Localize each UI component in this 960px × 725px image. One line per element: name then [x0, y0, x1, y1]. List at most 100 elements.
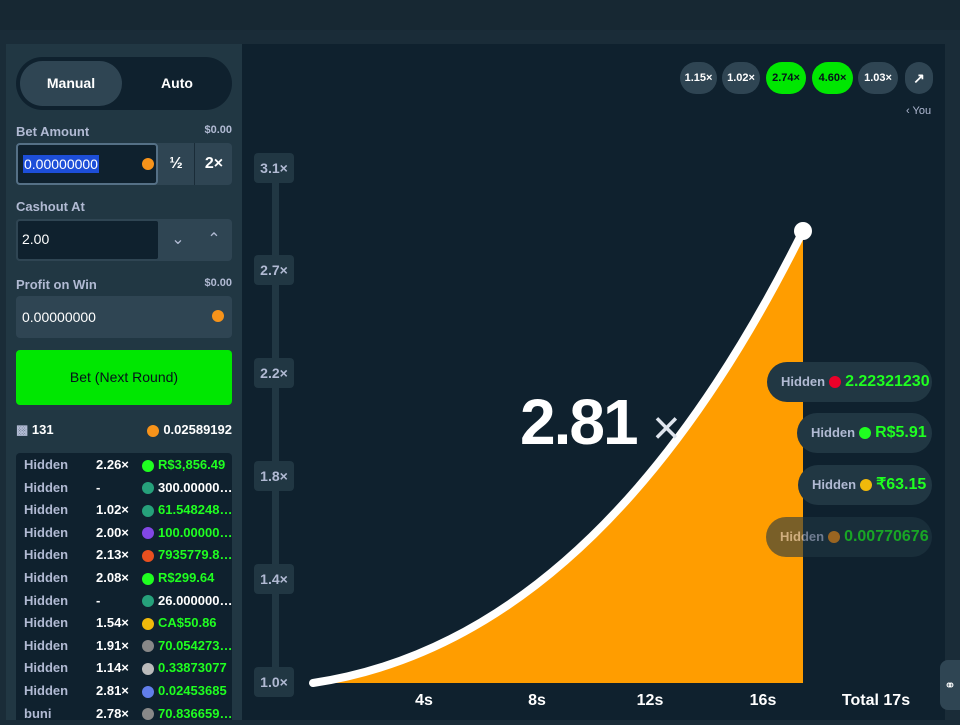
amount: 300.00000… [158, 479, 233, 495]
amount: ₹63.15 [876, 476, 927, 493]
coin-icon [142, 662, 154, 675]
input-value: 0.00000000 [23, 155, 99, 173]
player-list: Hidden 2.26× R$3,856.49 Hidden -300.00000… Hi… [16, 453, 232, 721]
coin-icon [859, 426, 872, 439]
multiplier: 2.81 × [520, 385, 680, 459]
player-mult: 2.78× [96, 705, 129, 721]
history-pill[interactable]: 2.74× [766, 62, 806, 94]
player-mult: 2.08× [96, 570, 129, 585]
x-label: 12s [636, 692, 664, 709]
you-label: ‹ You [906, 105, 932, 117]
player-mult: 1.14× [96, 660, 129, 676]
coin-icon [142, 595, 154, 608]
profit-field: 0.00000000 [16, 296, 232, 338]
half-button[interactable]: ½ [169, 155, 183, 172]
coin-icon [142, 459, 154, 472]
player-mult: 2.00× [96, 524, 129, 540]
x-label: 4s [415, 692, 433, 709]
total-bet: 0.02589192 [147, 422, 232, 437]
player-row: Hidden - 26.000000… [24, 590, 232, 612]
cashout-amount: R$5.91 [859, 424, 927, 441]
cashout-pill: Hidden 2.22321230 [767, 362, 932, 402]
cashout-pill: Hidden ₹63.15 [798, 465, 932, 505]
support-button[interactable]: ⚭ [940, 660, 960, 710]
history-pill[interactable]: 1.15× [680, 62, 717, 94]
player-name: Hidden [24, 502, 69, 518]
player-row: Hidden 2.13× 7935779.8… [24, 544, 232, 566]
player-row: Hidden 2.00× 100.00000… [24, 522, 232, 544]
y-track [272, 155, 279, 690]
player-amount: 100.00000… [142, 522, 232, 544]
curve [309, 227, 807, 687]
tab[interactable]: Auto [161, 75, 193, 91]
player-name: Hidden [24, 479, 69, 495]
player-row: Hidden 2.08× R$299.64 [24, 567, 228, 589]
amount: R$299.64 [158, 570, 215, 585]
bet-input[interactable]: 0.00000000 [16, 143, 158, 185]
player-mult: 1.02× [96, 502, 129, 518]
tab-bar: Manual Auto [16, 57, 232, 110]
stats-button[interactable]: ↗ [905, 62, 933, 94]
player-name: Hidden [781, 374, 826, 389]
history-pill[interactable]: 1.03× [858, 62, 898, 94]
coin-icon [142, 504, 154, 517]
player-mult: 1.54× [96, 615, 129, 631]
player-amount: 0.33873077 [142, 657, 227, 679]
player-amount: 300.00000… [142, 477, 232, 499]
player-row: Hidden 1.91× 70.054273… [24, 635, 232, 657]
btc-icon [212, 310, 224, 322]
player-name: Hidden [24, 524, 69, 540]
amount: R$3,856.49 [158, 457, 226, 472]
amount: 61.548248… [158, 502, 233, 518]
value: 2.81 [520, 386, 639, 458]
cashout-wrap: 2.00 ⌄ ⌃ [16, 219, 232, 261]
coin-icon [142, 640, 154, 653]
player-amount: 61.548248… [142, 499, 232, 521]
coin-icon [860, 478, 873, 491]
up-button[interactable]: ⌃ [207, 231, 221, 248]
double-button[interactable]: 2× [194, 143, 233, 185]
coin-icon [142, 685, 154, 698]
player-mult: 2.13× [96, 547, 129, 563]
btc-icon [147, 424, 160, 437]
player-amount: 0.02453685 [142, 680, 227, 702]
history-pill[interactable]: 4.60× [812, 62, 853, 94]
player-row: Hidden 1.54× CA$50.86 [24, 612, 228, 634]
total-time: Total 17s [841, 692, 911, 709]
area [313, 231, 803, 683]
label: Profit on Win [16, 277, 97, 292]
player-count: ▩ 131 [16, 422, 54, 437]
amount: 0.02453685 [158, 683, 227, 698]
history-pill[interactable]: 1.02× [722, 62, 760, 94]
player-name: Hidden [24, 547, 69, 563]
btc-icon [142, 158, 154, 170]
player-name: Hidden [812, 477, 857, 492]
player-amount: 70.836659… [142, 703, 232, 725]
amount: 70.054273… [158, 637, 233, 653]
down-button[interactable]: ⌄ [171, 231, 185, 248]
coin-icon [142, 482, 154, 495]
bet-button[interactable]: Bet (Next Round) [16, 350, 232, 405]
y-label: 1.8× [254, 461, 294, 491]
amount: 7935779.8… [158, 547, 233, 563]
player-mult: - [96, 479, 101, 495]
total: 0.02589192 [163, 422, 232, 437]
coin-icon [142, 572, 154, 585]
y-label: 3.1× [254, 153, 294, 183]
player-row: Hidden - 300.00000… [24, 477, 232, 499]
cashout-input[interactable]: 2.00 [16, 219, 160, 261]
top-bar [0, 0, 960, 30]
y-label: 1.0× [254, 667, 294, 697]
player-mult: - [96, 592, 101, 608]
player-amount: CA$50.86 [142, 612, 217, 634]
bet-input-wrap: 0.00000000 ½ 2× [16, 143, 232, 185]
count: 131 [31, 422, 54, 437]
player-amount: 26.000000… [142, 590, 232, 612]
tab[interactable]: Manual [20, 61, 122, 106]
coin-icon [142, 708, 154, 721]
amount: 0.00770676 [844, 528, 929, 545]
player-mult: 2.26× [96, 457, 129, 472]
cashout-amount: 0.00770676 [828, 528, 929, 545]
cashout-pill: Hidden 0.00770676 [766, 517, 932, 557]
